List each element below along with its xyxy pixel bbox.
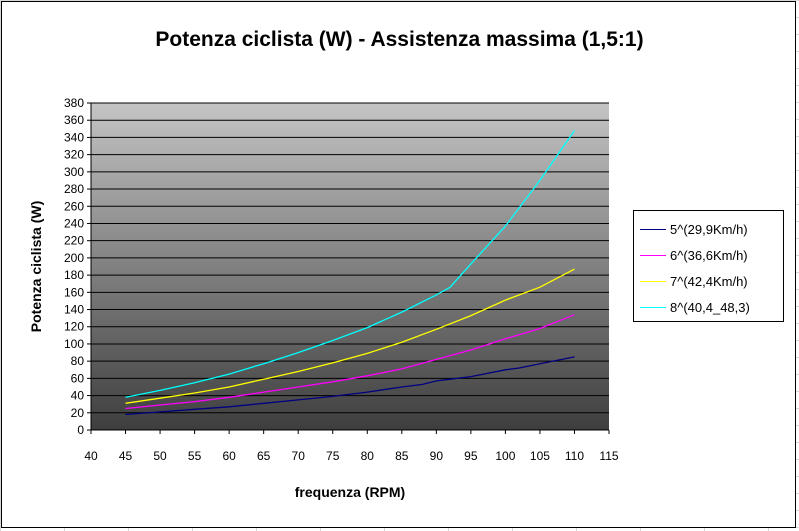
y-tick-label: 100 xyxy=(64,337,84,351)
legend-swatch xyxy=(640,280,666,282)
y-tick-label: 380 xyxy=(64,96,84,110)
y-tick-label: 40 xyxy=(71,389,85,403)
legend-entry-2: 6^(36,6Km/h) xyxy=(640,242,783,268)
x-tick-label: 90 xyxy=(430,449,444,463)
legend[interactable]: 5^(29,9Km/h) 6^(36,6Km/h) 7^(42,4Km/h) 8^(4… xyxy=(633,210,784,322)
x-tick-label: 50 xyxy=(153,449,167,463)
y-tick-label: 180 xyxy=(64,268,84,282)
legend-entry-1: 5^(29,9Km/h) xyxy=(640,216,783,242)
series-line-3[interactable] xyxy=(125,268,575,404)
x-tick-label: 105 xyxy=(530,449,550,463)
x-tick-label: 60 xyxy=(222,449,236,463)
x-tick-label: 75 xyxy=(326,449,340,463)
y-tick-label: 340 xyxy=(64,130,84,144)
y-axis-label: Potenza ciclista (W) xyxy=(28,201,44,332)
x-tick-label: 95 xyxy=(464,449,478,463)
legend-swatch xyxy=(640,306,666,308)
x-tick-label: 55 xyxy=(188,449,202,463)
y-tick-label: 20 xyxy=(71,406,85,420)
y-tick-label: 0 xyxy=(77,423,84,437)
y-tick-label: 300 xyxy=(64,165,84,179)
x-tick-label: 100 xyxy=(495,449,515,463)
x-tick-label: 85 xyxy=(395,449,409,463)
legend-entry-3: 7^(42,4Km/h) xyxy=(640,268,783,294)
x-tick-label: 115 xyxy=(599,449,618,463)
y-tick-label: 280 xyxy=(64,182,84,196)
legend-entry-4: 8^(40,4_48,3) xyxy=(640,294,783,320)
x-tick-label: 70 xyxy=(292,449,306,463)
x-tick-label: 80 xyxy=(361,449,375,463)
legend-label: 8^(40,4_48,3) xyxy=(670,299,750,315)
y-tick-label: 160 xyxy=(64,285,84,299)
y-tick-label: 320 xyxy=(64,148,84,162)
x-tick-label: 40 xyxy=(84,449,98,463)
legend-swatch xyxy=(640,228,666,230)
plot-area xyxy=(91,103,609,430)
y-tick-label: 200 xyxy=(64,251,84,265)
x-axis-label: frequenza (RPM) xyxy=(295,484,405,500)
y-tick-label: 220 xyxy=(64,234,84,248)
chart-title: Potenza ciclista (W) - Assistenza massim… xyxy=(155,28,644,51)
series-line-1[interactable] xyxy=(125,356,575,416)
x-tick-label: 65 xyxy=(257,449,271,463)
series-line-2[interactable] xyxy=(125,314,575,410)
x-tick-label: 110 xyxy=(565,449,584,463)
x-tick-label: 45 xyxy=(119,449,133,463)
series-line-4[interactable] xyxy=(125,130,576,398)
y-tick-label: 360 xyxy=(64,113,84,127)
y-tick-label: 140 xyxy=(64,303,84,317)
legend-label: 6^(36,6Km/h) xyxy=(670,247,748,263)
legend-label: 5^(29,9Km/h) xyxy=(670,221,748,237)
legend-label: 7^(42,4Km/h) xyxy=(670,273,748,289)
legend-swatch xyxy=(640,254,666,256)
y-tick-label: 120 xyxy=(64,320,84,334)
y-tick-label: 80 xyxy=(71,354,85,368)
y-tick-label: 240 xyxy=(64,216,84,230)
y-tick-label: 60 xyxy=(71,371,85,385)
y-tick-label: 260 xyxy=(64,199,84,213)
